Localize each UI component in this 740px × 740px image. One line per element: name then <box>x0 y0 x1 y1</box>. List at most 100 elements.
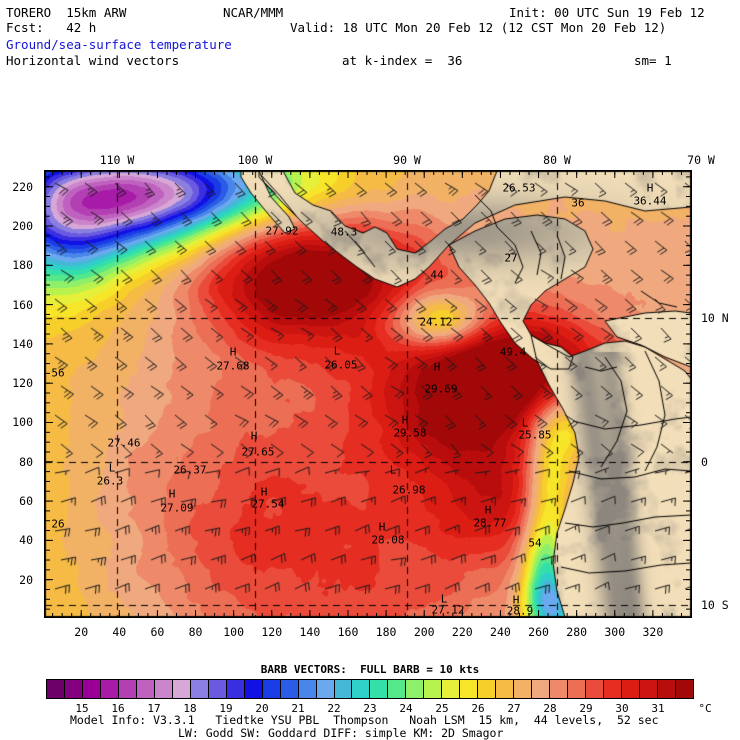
colorbar-segment <box>424 680 443 698</box>
colorbar-segment <box>370 680 389 698</box>
colorbar-segment <box>586 680 605 698</box>
header-title-model: TORERO 15km ARW <box>6 5 127 20</box>
contour-value-label: 24.12 <box>419 315 453 329</box>
low-center-marker: L <box>389 463 397 477</box>
header-smoothing: sm= 1 <box>634 53 672 68</box>
colorbar-segment <box>100 680 119 698</box>
colorbar-segment <box>442 680 461 698</box>
x-axis-tick-label: 140 <box>299 625 321 639</box>
high-center-marker: H <box>168 487 176 501</box>
colorbar-tick-label: 15 <box>75 702 89 715</box>
header-init-time: Init: 00 UTC Sun 19 Feb 12 <box>509 5 705 20</box>
colorbar-segment <box>298 680 317 698</box>
colorbar-segment <box>334 680 353 698</box>
contour-value-label: 29.69 <box>424 382 458 396</box>
high-center-marker: H <box>229 345 237 359</box>
contour-value-label: 26.53 <box>502 181 536 195</box>
low-center-marker: L <box>333 344 341 358</box>
y-axis-tick-label: 60 <box>19 494 33 509</box>
low-center-marker: L <box>440 592 448 606</box>
colorbar-segment <box>64 680 83 698</box>
colorbar-segment <box>568 680 587 698</box>
colorbar-unit-label: °C <box>698 702 712 715</box>
colorbar-segment <box>406 680 425 698</box>
colorbar-tick-label: 31 <box>651 702 665 715</box>
x-axis-tick-label: 120 <box>261 625 283 639</box>
colorbar-segment <box>136 680 155 698</box>
colorbar-tick-label: 29 <box>579 702 593 715</box>
high-center-marker: H <box>378 520 386 534</box>
contour-value-label: 25.85 <box>518 428 552 442</box>
contour-value-label: 44 <box>430 268 444 282</box>
barb-legend-label: BARB VECTORS: FULL BARB = 10 kts <box>260 663 480 676</box>
longitude-tick-label: 100 W <box>237 153 273 167</box>
footer-physics-info: LW: Godd SW: Goddard DIFF: simple KM: 2D… <box>178 726 504 740</box>
colorbar-segment <box>639 680 658 698</box>
colorbar-segment <box>460 680 479 698</box>
colorbar-segment <box>280 680 299 698</box>
header-vector-field: Horizontal wind vectors <box>6 53 180 68</box>
contour-value-label: 27 <box>504 251 518 265</box>
latitude-tick-label: 10 S <box>701 598 729 612</box>
header-forecast-hour: Fcst: 42 h <box>6 20 97 35</box>
colorbar-segment <box>657 680 676 698</box>
x-axis-tick-label: 20 <box>74 625 89 639</box>
map-plot-area[interactable]: 26.53 36 H 36.44 27.92 48.3 44 24.12 27 56 H 27.68 L… <box>44 170 692 618</box>
high-center-marker: H <box>484 503 492 517</box>
x-axis-tick-label: 80 <box>188 625 203 639</box>
colorbar-segment <box>604 680 622 698</box>
colorbar[interactable] <box>46 679 694 699</box>
colorbar-segment <box>190 680 209 698</box>
x-axis-tick-label: 240 <box>490 625 511 639</box>
colorbar-segment <box>352 680 371 698</box>
colorbar-segment <box>496 680 515 698</box>
header-institution: NCAR/MMM <box>223 5 284 20</box>
x-axis-tick-label: 300 <box>604 625 626 639</box>
temperature-field-canvas <box>45 171 691 617</box>
y-axis-tick-label: 100 <box>12 415 33 430</box>
y-axis-tick-label: 20 <box>19 572 33 587</box>
y-axis-tick-label: 80 <box>19 454 33 469</box>
header-valid-time: Valid: 18 UTC Mon 20 Feb 12 (12 CST Mon … <box>290 20 667 35</box>
colorbar-segment <box>675 680 693 698</box>
colorbar-segment <box>226 680 245 698</box>
colorbar-segment <box>208 680 227 698</box>
contour-value-label: 36 <box>571 196 585 210</box>
colorbar-segment <box>550 680 569 698</box>
colorbar-segment <box>316 680 335 698</box>
y-axis-tick-label: 200 <box>12 219 33 233</box>
colorbar-segment <box>532 680 551 698</box>
x-axis-tick-label: 320 <box>642 625 664 639</box>
contour-value-label: 27.46 <box>107 436 141 450</box>
footer-model-info: Model Info: V3.3.1 Tiedtke YSU PBL Thomp… <box>70 713 659 727</box>
colorbar-segment <box>82 680 101 698</box>
colorbar-tick-label: 19 <box>219 702 233 715</box>
y-axis-tick-label: 120 <box>12 376 33 391</box>
contour-value-label: 56 <box>51 366 65 380</box>
colorbar-tick-label: 18 <box>183 702 197 715</box>
contour-value-label: 27.12 <box>431 603 465 617</box>
high-center-marker: H <box>512 593 520 607</box>
contour-value-label: 29.58 <box>393 426 427 440</box>
latitude-tick-label: 10 N <box>701 311 729 325</box>
x-axis-tick-label: 40 <box>112 625 127 639</box>
contour-value-label: 48.3 <box>330 225 358 239</box>
header-field-name: Ground/sea-surface temperature <box>6 37 232 52</box>
y-axis-tick-label: 180 <box>12 258 33 273</box>
colorbar-segment <box>514 680 533 698</box>
x-axis-tick-label: 180 <box>375 625 397 639</box>
colorbar-tick-label: 20 <box>255 702 269 715</box>
colorbar-segment <box>388 680 407 698</box>
contour-value-label: 26.98 <box>392 483 426 497</box>
colorbar-segment <box>478 680 497 698</box>
colorbar-tick-label: 26 <box>471 702 485 715</box>
colorbar-tick-label: 24 <box>399 702 413 715</box>
colorbar-segment <box>622 680 640 698</box>
colorbar-tick-label: 27 <box>507 702 521 715</box>
colorbar-segment <box>47 680 65 698</box>
colorbar-segment <box>118 680 137 698</box>
low-center-marker: L <box>108 461 116 475</box>
longitude-tick-label: 80 W <box>543 153 571 167</box>
high-center-marker: H <box>250 429 258 443</box>
contour-value-label: 28.9 <box>506 604 534 618</box>
